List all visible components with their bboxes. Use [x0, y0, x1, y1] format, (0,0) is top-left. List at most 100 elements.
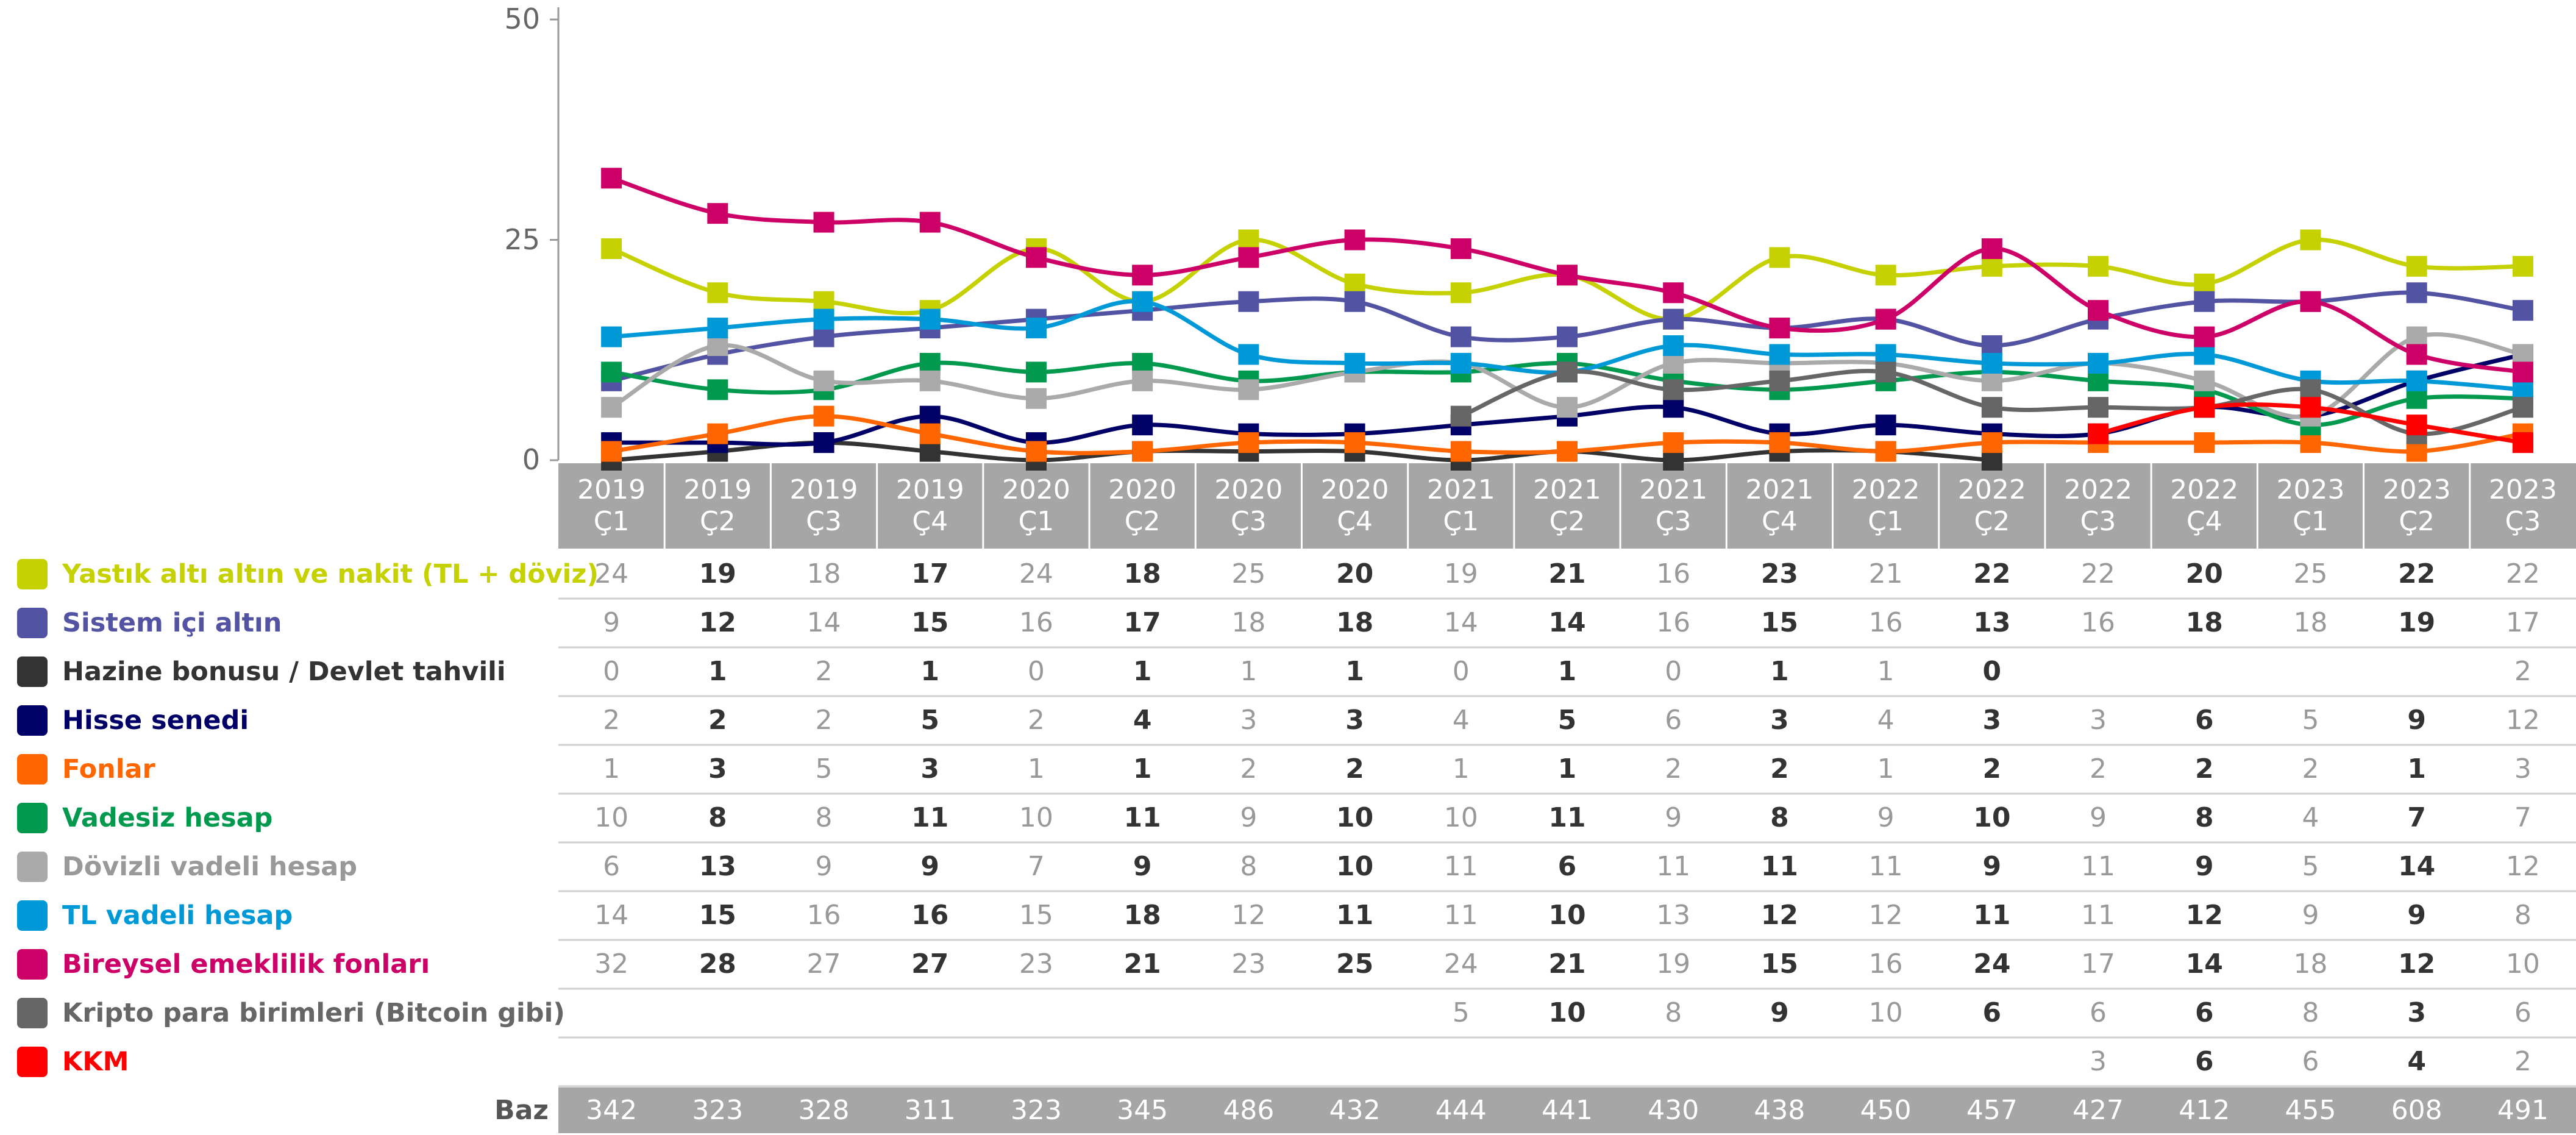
point-marker	[2088, 423, 2109, 444]
table-value: 6	[2194, 705, 2214, 736]
table-value: 10	[1336, 802, 1374, 833]
legend-swatch	[17, 559, 48, 589]
point-marker	[1769, 318, 1790, 339]
legend-label: Hisse senedi	[62, 705, 249, 736]
base-value: 342	[586, 1095, 638, 1126]
table-value: 22	[2081, 558, 2116, 589]
point-marker	[813, 326, 834, 347]
point-marker	[2088, 352, 2109, 374]
x-tick-label: 2021 Ç2	[1533, 474, 1601, 537]
base-label: Baz	[494, 1095, 549, 1126]
series-line	[611, 440, 1993, 463]
point-marker	[2512, 432, 2533, 454]
base-value: 455	[2285, 1095, 2336, 1126]
legend-swatch	[17, 803, 48, 833]
base-value: 311	[904, 1095, 956, 1126]
point-marker	[2512, 344, 2533, 365]
base-value: 486	[1223, 1095, 1275, 1126]
table-value: 24	[1019, 558, 1053, 589]
point-marker	[1663, 352, 1684, 374]
table-value: 2	[1345, 753, 1364, 785]
legend-swatch	[17, 754, 48, 785]
table-value: 17	[2505, 607, 2540, 638]
point-marker	[1344, 291, 1365, 312]
table-value: 0	[603, 656, 621, 687]
table-value: 12	[1760, 900, 1799, 931]
table-value: 14	[2185, 948, 2223, 980]
base-value: 323	[692, 1095, 744, 1126]
table-value: 10	[2505, 948, 2540, 980]
table-value: 14	[1443, 607, 1478, 638]
point-marker	[2300, 291, 2321, 312]
point-marker	[2300, 379, 2321, 400]
point-marker	[2194, 344, 2215, 365]
legend-swatch	[17, 705, 48, 736]
table-value: 16	[1868, 948, 1903, 980]
point-marker	[1132, 370, 1153, 391]
table-value: 20	[2185, 558, 2223, 589]
table-value: 2	[1982, 753, 2002, 785]
table-value: 15	[911, 607, 949, 638]
point-marker	[601, 361, 622, 383]
point-marker	[601, 326, 622, 347]
table-value: 9	[2090, 802, 2107, 833]
base-value: 441	[1542, 1095, 1593, 1126]
base-value: 323	[1010, 1095, 1062, 1126]
table-value: 13	[1656, 900, 1691, 931]
point-marker	[1450, 326, 1471, 347]
table-value: 10	[594, 802, 629, 833]
table-value: 16	[2081, 607, 2116, 638]
table-value: 3	[708, 753, 727, 785]
legend-label: Fonlar	[62, 754, 155, 785]
table-value: 9	[2407, 900, 2426, 931]
point-marker	[919, 352, 941, 374]
table-value: 10	[1443, 802, 1478, 833]
table-value: 8	[2514, 900, 2532, 931]
base-value: 432	[1329, 1095, 1381, 1126]
y-tick-label: 0	[522, 443, 540, 476]
point-marker	[1557, 361, 1578, 383]
point-marker	[2512, 255, 2533, 277]
table-value: 1	[1452, 753, 1470, 785]
x-tick-label: 2019 Ç1	[577, 474, 646, 537]
table-value: 11	[1973, 900, 2011, 931]
table-value: 19	[1656, 948, 1691, 980]
legend-swatch	[17, 608, 48, 638]
table-value: 6	[1982, 997, 2002, 1028]
table-value: 10	[1336, 851, 1374, 882]
point-marker	[1663, 379, 1684, 400]
point-marker	[919, 370, 941, 391]
legend-label: Bireysel emeklilik fonları	[62, 949, 430, 980]
point-marker	[1875, 441, 1896, 462]
point-marker	[2088, 370, 2109, 391]
point-marker	[1769, 370, 1790, 391]
table-value: 11	[1336, 900, 1374, 931]
table-value: 2	[2302, 753, 2319, 785]
point-marker	[1875, 308, 1896, 330]
point-marker	[813, 432, 834, 454]
table-value: 4	[1452, 705, 1470, 736]
point-marker	[2406, 388, 2427, 409]
table-value: 9	[920, 851, 940, 882]
table-value: 19	[1443, 558, 1478, 589]
point-marker	[2194, 291, 2215, 312]
y-tick-label: 25	[504, 222, 540, 256]
table-value: 1	[1133, 753, 1152, 785]
table-value: 25	[2293, 558, 2328, 589]
legend-label: TL vadeli hesap	[62, 900, 293, 931]
base-value: 430	[1648, 1095, 1699, 1126]
table-value: 5	[2302, 851, 2319, 882]
base-value: 412	[2179, 1095, 2230, 1126]
point-marker	[1663, 282, 1684, 304]
point-marker	[2406, 441, 2427, 462]
point-marker	[1450, 282, 1471, 304]
x-tick-label: 2023 Ç2	[2382, 474, 2451, 537]
x-tick-label: 2022 Ç3	[2064, 474, 2133, 537]
table-value: 18	[1336, 607, 1374, 638]
table-value: 25	[1336, 948, 1374, 980]
legend-label: Hazine bonusu / Devlet tahvili	[62, 656, 506, 687]
point-marker	[707, 423, 728, 444]
table-value: 0	[1982, 656, 2002, 687]
table-value: 4	[2302, 802, 2319, 833]
